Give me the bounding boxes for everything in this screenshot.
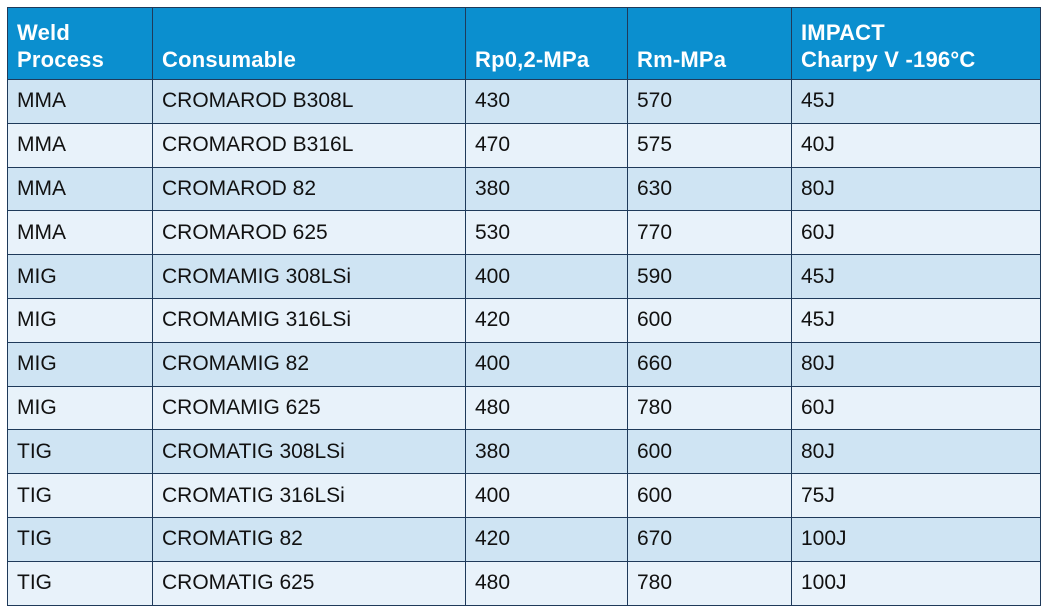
table-body: MMA CROMAROD B308L 430 570 45J MMA CROMA… [7,79,1041,606]
cell-impact: 80J [791,166,1041,212]
table-row: TIG CROMATIG 316LSi 400 600 75J [7,473,1041,518]
cell-weld-process: MIG [7,254,153,299]
cell-rm: 575 [627,122,792,168]
table-row: MMA CROMAROD 82 380 630 80J [7,166,1041,212]
header-line: IMPACT [801,20,885,45]
cell-rp02: 530 [465,210,628,256]
table-row: TIG CROMATIG 625 480 780 100J [7,560,1041,606]
table-row: TIG CROMATIG 308LSi 380 600 80J [7,429,1041,475]
cell-consumable: CROMAROD 82 [152,166,466,212]
table-row: TIG CROMATIG 82 420 670 100J [7,516,1041,562]
table-row: MIG CROMAMIG 316LSi 420 600 45J [7,297,1041,343]
cell-rm: 780 [627,560,792,606]
table-header: Weld Process Consumable Rp0,2-MPa Rm-MPa… [7,7,1041,80]
cell-rm: 670 [627,516,792,562]
cell-consumable: CROMAMIG 308LSi [152,254,466,299]
cell-impact: 75J [791,473,1041,518]
table-row: MIG CROMAMIG 308LSi 400 590 45J [7,254,1041,299]
cell-rp02: 400 [465,341,628,387]
cell-rp02: 420 [465,516,628,562]
cell-consumable: CROMAMIG 316LSi [152,297,466,343]
header-weld-process: Weld Process [7,7,153,80]
header-impact-charpy: IMPACT Charpy V -196°C [791,7,1041,80]
header-line: Process [17,47,105,72]
cell-consumable: CROMAROD B308L [152,79,466,124]
cell-rp02: 380 [465,166,628,212]
cell-rm: 600 [627,297,792,343]
cell-impact: 40J [791,122,1041,168]
header-line: Rp0,2-MPa [475,47,590,72]
table-container: Weld Process Consumable Rp0,2-MPa Rm-MPa… [7,7,1041,606]
cell-consumable: CROMATIG 625 [152,560,466,606]
cell-weld-process: TIG [7,516,153,562]
cell-rm: 600 [627,429,792,475]
cell-consumable: CROMAMIG 625 [152,385,466,431]
cell-impact: 100J [791,560,1041,606]
cell-consumable: CROMATIG 316LSi [152,473,466,518]
cell-rp02: 470 [465,122,628,168]
cell-rm: 630 [627,166,792,212]
header-rp02-mpa: Rp0,2-MPa [465,7,628,80]
cell-rp02: 480 [465,385,628,431]
cell-weld-process: MIG [7,385,153,431]
cell-impact: 80J [791,341,1041,387]
cell-rp02: 420 [465,297,628,343]
cell-weld-process: MMA [7,166,153,212]
table-row: MIG CROMAMIG 625 480 780 60J [7,385,1041,431]
cell-consumable: CROMAROD 625 [152,210,466,256]
cell-weld-process: TIG [7,560,153,606]
cell-rm: 660 [627,341,792,387]
cell-weld-process: MMA [7,79,153,124]
cell-rm: 570 [627,79,792,124]
cell-impact: 45J [791,79,1041,124]
cell-impact: 80J [791,429,1041,475]
header-line: Rm-MPa [637,47,727,72]
cell-weld-process: MMA [7,210,153,256]
cell-rm: 600 [627,473,792,518]
cell-impact: 60J [791,210,1041,256]
cell-consumable: CROMATIG 308LSi [152,429,466,475]
table-row: MMA CROMAROD B316L 470 575 40J [7,122,1041,168]
cell-rp02: 430 [465,79,628,124]
cell-impact: 60J [791,385,1041,431]
cell-rp02: 380 [465,429,628,475]
cell-weld-process: TIG [7,473,153,518]
cell-weld-process: MIG [7,297,153,343]
header-row: Weld Process Consumable Rp0,2-MPa Rm-MPa… [7,7,1041,80]
weld-consumables-table: Weld Process Consumable Rp0,2-MPa Rm-MPa… [7,7,1041,606]
cell-rm: 780 [627,385,792,431]
cell-rp02: 480 [465,560,628,606]
header-rm-mpa: Rm-MPa [627,7,792,80]
table-row: MMA CROMAROD B308L 430 570 45J [7,79,1041,124]
table-row: MIG CROMAMIG 82 400 660 80J [7,341,1041,387]
cell-rm: 770 [627,210,792,256]
cell-consumable: CROMAROD B316L [152,122,466,168]
header-line: Charpy V -196°C [801,47,976,72]
cell-rp02: 400 [465,254,628,299]
table-row: MMA CROMAROD 625 530 770 60J [7,210,1041,256]
cell-rp02: 400 [465,473,628,518]
header-line: Consumable [162,47,297,72]
cell-consumable: CROMATIG 82 [152,516,466,562]
cell-impact: 45J [791,297,1041,343]
cell-weld-process: MIG [7,341,153,387]
header-consumable: Consumable [152,7,466,80]
cell-weld-process: MMA [7,122,153,168]
cell-weld-process: TIG [7,429,153,475]
cell-consumable: CROMAMIG 82 [152,341,466,387]
cell-rm: 590 [627,254,792,299]
cell-impact: 45J [791,254,1041,299]
header-line: Weld [17,20,70,45]
cell-impact: 100J [791,516,1041,562]
